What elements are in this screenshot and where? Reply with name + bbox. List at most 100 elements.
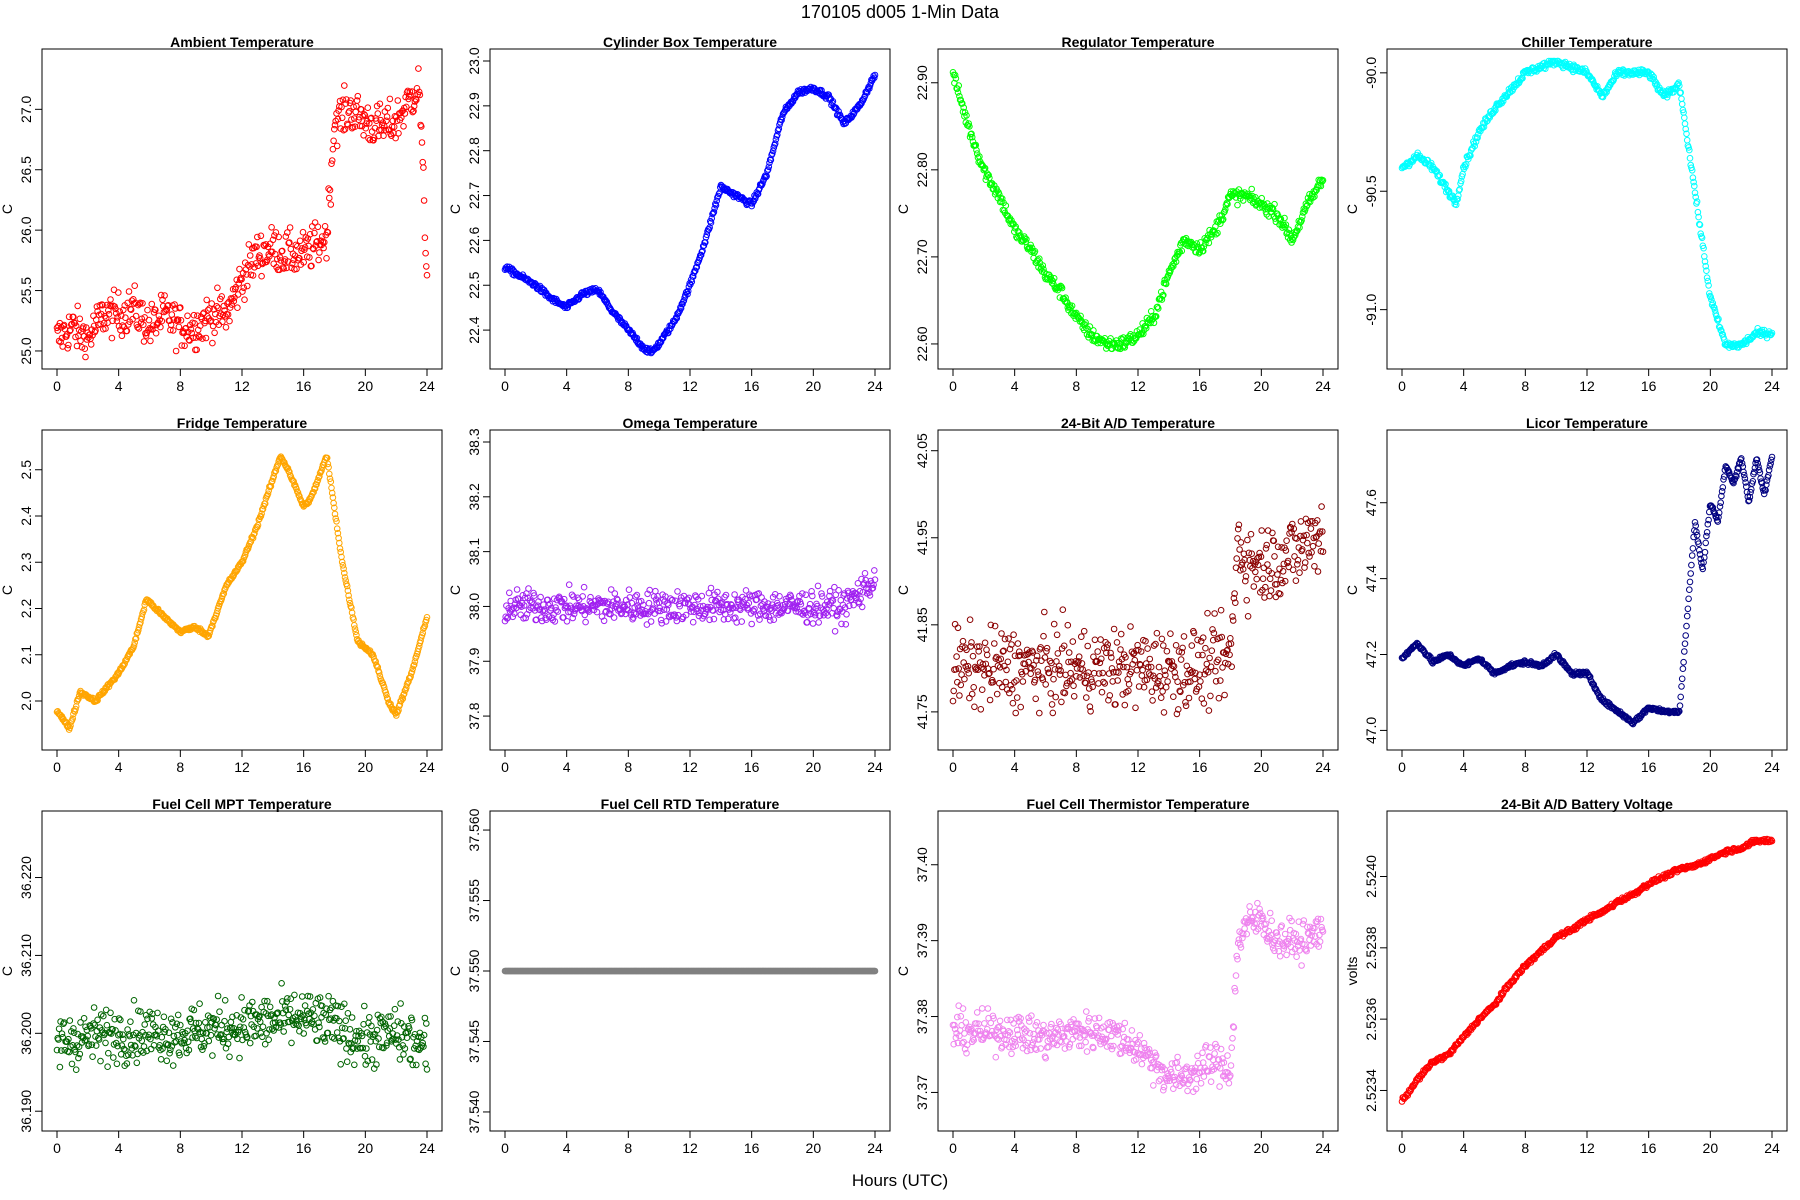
data-point	[334, 115, 342, 123]
data-point	[115, 322, 123, 330]
data-point	[1681, 114, 1688, 121]
data-point	[202, 1019, 209, 1026]
x-tick-label: 12	[682, 759, 698, 775]
data-point	[416, 91, 424, 99]
data-point	[1222, 206, 1229, 213]
data-point	[1271, 553, 1278, 560]
data-point	[346, 108, 353, 115]
data-point	[238, 276, 245, 283]
data-point	[611, 590, 619, 597]
data-point	[340, 126, 347, 134]
x-tick-label: 0	[53, 759, 61, 775]
data-point	[395, 130, 402, 137]
y-tick-label: 2.0	[18, 691, 34, 711]
data-point	[1070, 682, 1077, 690]
data-point	[1267, 587, 1275, 594]
data-point	[1091, 636, 1099, 644]
data-point	[1157, 694, 1165, 702]
data-point	[1194, 636, 1201, 644]
fuel-cell-rtd-temperature-points	[501, 967, 879, 975]
data-point	[1199, 247, 1207, 255]
data-point	[1259, 575, 1267, 583]
data-point	[1271, 200, 1278, 208]
data-point	[187, 321, 194, 329]
data-point	[983, 646, 990, 654]
data-point	[1023, 235, 1030, 243]
data-point	[354, 92, 362, 100]
x-tick-label: 0	[501, 378, 509, 394]
data-point	[108, 334, 116, 342]
data-point	[1678, 95, 1685, 103]
data-point	[325, 185, 332, 192]
data-point	[338, 103, 345, 111]
x-tick-label: 24	[1315, 759, 1331, 775]
data-point	[961, 109, 969, 116]
data-point	[1117, 630, 1125, 638]
data-point	[1052, 693, 1059, 701]
data-point	[1700, 244, 1707, 252]
data-point	[565, 581, 573, 589]
x-tick-label: 0	[949, 378, 957, 394]
data-point	[140, 338, 148, 345]
y-tick-label: 22.8	[466, 137, 482, 164]
x-tick-label: 12	[1130, 759, 1146, 775]
data-point	[1686, 578, 1694, 586]
x-tick-label: 4	[1460, 759, 1468, 775]
data-point	[375, 126, 383, 134]
data-point	[1436, 172, 1444, 179]
y-tick-label: 38.1	[466, 538, 482, 565]
data-point	[1140, 330, 1147, 338]
data-point	[1686, 146, 1693, 154]
x-tick-label: 0	[501, 759, 509, 775]
data-point	[1307, 525, 1315, 532]
data-point	[1016, 229, 1023, 236]
data-point	[315, 256, 322, 264]
data-point	[1690, 178, 1697, 186]
data-point	[214, 284, 221, 292]
data-point	[221, 1017, 228, 1025]
x-tick-label: 4	[115, 378, 123, 394]
data-point	[178, 342, 186, 349]
data-point	[214, 304, 222, 312]
data-point	[1077, 312, 1084, 320]
data-point	[423, 271, 431, 279]
data-point	[1233, 555, 1240, 562]
data-point	[110, 1054, 117, 1061]
data-point	[356, 113, 363, 121]
data-point	[1036, 709, 1043, 717]
data-point	[1702, 262, 1709, 270]
data-point	[1684, 605, 1692, 613]
data-point	[1019, 678, 1027, 685]
data-point	[645, 599, 653, 607]
x-tick-label: 20	[358, 759, 374, 775]
data-point	[82, 353, 89, 361]
data-point	[1277, 215, 1285, 223]
data-point	[1164, 678, 1171, 685]
data-point	[1252, 568, 1259, 576]
data-point	[397, 1000, 404, 1007]
data-point	[383, 117, 390, 125]
data-point	[1039, 262, 1047, 269]
data-point	[299, 228, 307, 236]
data-point	[1702, 539, 1709, 547]
data-point	[1027, 670, 1034, 678]
cylinder-box-temperature-title: Cylinder Box Temperature	[603, 34, 777, 50]
data-point	[1663, 94, 1671, 101]
data-point	[284, 229, 291, 236]
data-point	[361, 111, 368, 118]
data-point	[1474, 134, 1481, 142]
data-point	[194, 312, 201, 320]
data-point	[163, 1057, 171, 1065]
data-point	[978, 686, 986, 694]
data-point	[1208, 647, 1216, 655]
x-tick-label: 12	[1579, 378, 1595, 394]
data-point	[421, 234, 429, 241]
y-tick-label: 47.0	[1363, 717, 1379, 744]
data-point	[374, 110, 382, 117]
data-point	[1217, 606, 1225, 614]
data-point	[715, 190, 723, 198]
y-tick-label: 47.6	[1363, 489, 1379, 516]
data-point	[955, 82, 963, 89]
data-point	[689, 618, 697, 626]
data-point	[221, 997, 229, 1004]
